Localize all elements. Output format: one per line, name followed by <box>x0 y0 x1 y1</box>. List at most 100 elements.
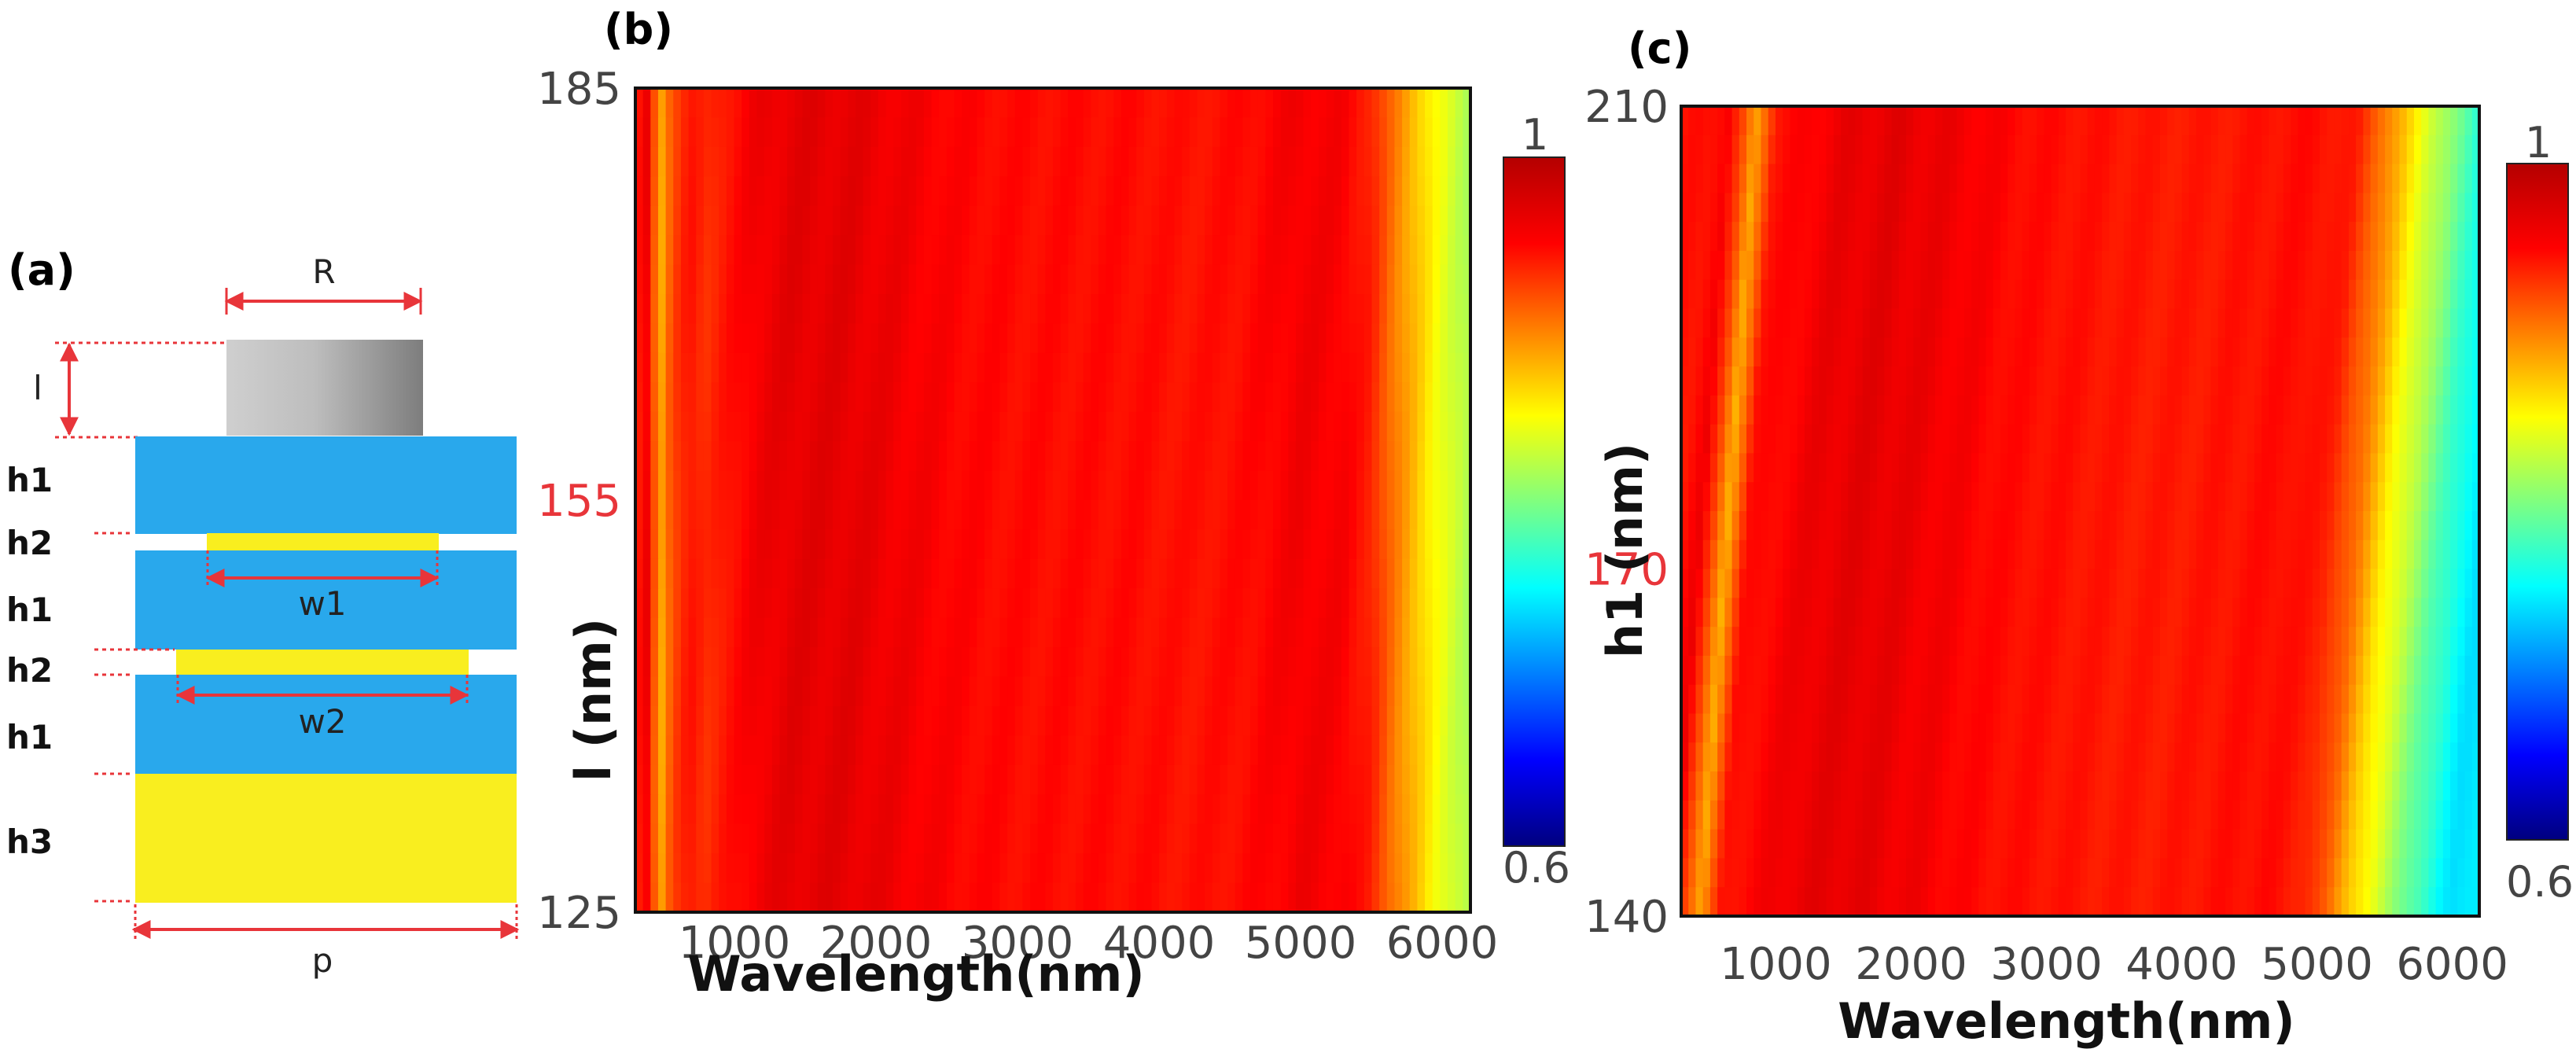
panel-c-heatmap-cell <box>2073 222 2081 252</box>
panel-b-heatmap-cell <box>1363 764 1373 796</box>
panel-b-heatmap-cell <box>742 647 750 678</box>
panel-c-heatmap-cell <box>1731 539 1740 570</box>
panel-c-heatmap-cell <box>2334 193 2342 223</box>
panel-b-heatmap-cell <box>833 117 841 148</box>
panel-c-heatmap-cell <box>2435 539 2444 570</box>
panel-c-heatmap-cell <box>2269 482 2277 512</box>
panel-b-heatmap-cell <box>1409 352 1419 384</box>
panel-b-heatmap-cell <box>787 823 796 854</box>
panel-c-heatmap-cell <box>2413 511 2422 541</box>
panel-c-heatmap-cell <box>2094 250 2103 281</box>
panel-b-heatmap-cell <box>1106 117 1115 148</box>
panel-c-heatmap-cell <box>1819 366 1827 396</box>
panel-c-heatmap-cell <box>1797 482 1805 512</box>
panel-c-heatmap-cell <box>1775 193 1783 223</box>
panel-b-heatmap-cell <box>1280 264 1290 295</box>
panel-b-heatmap-cell <box>1425 617 1433 648</box>
panel-b-heatmap-cell <box>1386 294 1396 325</box>
panel-b-heatmap-cell <box>1037 88 1047 119</box>
panel-b-heatmap-cell <box>657 294 667 325</box>
panel-b-heatmap-cell <box>1280 794 1290 825</box>
panel-b-heatmap-cell <box>1272 882 1282 913</box>
panel-c-heatmap-cell <box>1681 164 1690 194</box>
panel-b-heatmap-cell <box>1463 176 1471 207</box>
panel-b-heatmap-cell <box>1318 735 1327 766</box>
panel-b-heatmap-cell <box>635 176 644 207</box>
panel-b-heatmap-cell <box>1159 470 1168 501</box>
panel-c-heatmap-cell <box>2188 193 2197 223</box>
panel-b-heatmap-cell <box>779 176 788 207</box>
panel-b-heatmap-cell <box>1106 146 1115 178</box>
panel-c-heatmap-cell <box>2312 569 2320 599</box>
panel-c-heatmap-cell <box>1841 482 1849 512</box>
panel-b-heatmap-cell <box>1174 617 1183 648</box>
panel-b-heatmap-cell <box>1288 441 1297 472</box>
panel-b-heatmap-cell <box>642 735 652 766</box>
panel-b-heatmap-cell <box>1303 706 1312 737</box>
panel-c-heatmap-cell <box>2428 366 2437 396</box>
panel-b-heatmap-cell <box>1083 176 1092 207</box>
panel-b-heatmap-cell <box>1007 411 1016 442</box>
panel-b-heatmap-cell <box>833 176 841 207</box>
panel-b-heatmap-cell <box>1250 794 1259 825</box>
panel-b-heatmap-cell <box>1326 323 1335 354</box>
panel-b-heatmap-cell <box>1303 411 1312 442</box>
panel-b-heatmap-cell <box>1295 117 1305 148</box>
panel-b-heatmap-cell <box>878 323 887 354</box>
panel-c-heatmap-cell <box>1790 569 1798 599</box>
panel-c-heatmap-cell <box>1934 279 1943 310</box>
panel-b-heatmap-cell <box>802 264 811 295</box>
panel-b-heatmap-cell <box>1409 411 1419 442</box>
panel-b-heatmap-cell <box>1363 706 1373 737</box>
panel-c-heatmap-cell <box>1768 511 1776 541</box>
panel-c-heatmap-cell <box>1717 164 1726 194</box>
panel-c-heatmap-cell <box>1790 308 1798 339</box>
panel-b-heatmap-cell <box>878 470 887 501</box>
panel-b-heatmap-cell <box>1280 323 1290 354</box>
panel-c-heatmap-cell <box>1927 250 1936 281</box>
panel-c-heatmap-cell <box>2334 106 2342 136</box>
panel-b-heatmap-cell <box>742 146 750 178</box>
panel-b-heatmap-cell <box>1189 88 1198 119</box>
panel-c-heatmap-cell <box>2145 308 2154 339</box>
panel-c-heatmap-cell <box>1724 279 1733 310</box>
panel-b-heatmap-cell <box>1417 706 1426 737</box>
panel-c-heatmap-cell <box>1942 106 1951 136</box>
panel-c-heatmap-cell <box>2421 511 2430 541</box>
panel-b-heatmap-cell <box>696 500 705 531</box>
panel-b-heatmap-cell <box>756 529 765 560</box>
panel-b-heatmap-cell <box>1334 146 1342 178</box>
panel-b-heatmap-cell <box>680 176 690 207</box>
panel-b-heatmap-cell <box>1326 117 1335 148</box>
panel-b-heatmap-cell <box>1007 470 1016 501</box>
panel-b-heatmap-cell <box>878 794 887 825</box>
panel-b-heatmap-cell <box>1318 352 1327 384</box>
panel-c-heatmap-cell <box>2356 395 2364 425</box>
panel-b-heatmap-cell <box>650 205 659 236</box>
panel-b-heatmap-cell <box>977 823 985 854</box>
panel-b-heatmap-cell <box>923 529 933 560</box>
panel-c-heatmap-cell <box>2181 106 2190 136</box>
panel-b-heatmap-cell <box>1318 676 1327 707</box>
panel-b-heatmap-cell <box>1272 294 1282 325</box>
panel-c-heatmap-cell <box>1862 193 1871 223</box>
panel-c-heatmap-cell <box>2000 482 2009 512</box>
panel-c-heatmap-cell <box>2022 164 2030 194</box>
panel-c-heatmap-cell <box>1956 106 1965 136</box>
panel-b-heatmap-cell <box>1379 706 1388 737</box>
panel-b-heatmap-cell <box>1318 588 1327 619</box>
panel-c-heatmap-cell <box>2217 366 2226 396</box>
panel-c-heatmap-cell <box>2232 366 2241 396</box>
panel-b-heatmap-cell <box>1166 823 1176 854</box>
panel-c-heatmap-cell <box>2116 453 2125 484</box>
panel-c-heatmap-cell <box>2348 511 2357 541</box>
panel-b-heatmap-cell <box>673 264 682 295</box>
panel-c-heatmap-cell <box>2356 337 2364 367</box>
panel-c-heatmap-cell <box>2058 424 2066 455</box>
panel-b-heatmap-cell <box>1053 676 1062 707</box>
panel-b-heatmap-cell <box>1371 558 1380 590</box>
panel-b-heatmap-cell <box>688 264 697 295</box>
panel-c-heatmap-cell <box>2217 308 2226 339</box>
panel-b-heatmap-cell <box>1379 558 1388 590</box>
panel-b-heatmap-cell <box>1220 647 1228 678</box>
